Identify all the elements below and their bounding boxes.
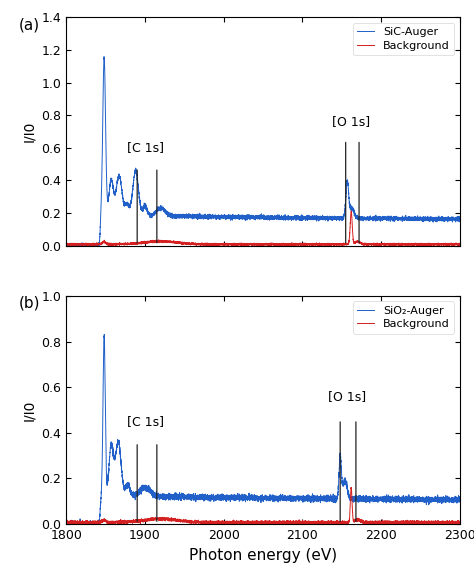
SiO₂-Auger <box>64 521 69 528</box>
Background <box>376 518 382 525</box>
SiO₂-Auger <box>296 495 302 502</box>
SiC-Auger <box>101 53 107 60</box>
Text: [O 1s]: [O 1s] <box>332 115 370 128</box>
Background <box>84 242 90 249</box>
Background <box>72 521 78 528</box>
Line: Background: Background <box>66 211 460 245</box>
Background <box>64 520 69 526</box>
Background <box>457 520 463 527</box>
SiC-Auger <box>376 215 382 222</box>
Text: [O 1s]: [O 1s] <box>328 390 366 403</box>
Line: SiC-Auger: SiC-Auger <box>66 56 460 245</box>
Background <box>206 518 212 525</box>
Background <box>356 516 361 522</box>
Background <box>376 241 382 248</box>
SiC-Auger <box>64 241 69 248</box>
SiO₂-Auger <box>314 496 319 503</box>
Background <box>348 207 354 214</box>
SiO₂-Auger <box>83 521 89 528</box>
Legend: SiC-Auger, Background: SiC-Auger, Background <box>353 23 454 55</box>
SiO₂-Auger <box>206 494 212 501</box>
Background <box>83 241 89 248</box>
Background <box>64 241 69 248</box>
Background <box>83 519 89 526</box>
Text: (b): (b) <box>19 296 41 311</box>
Background <box>348 484 354 491</box>
SiC-Auger <box>83 242 89 249</box>
Line: Background: Background <box>66 488 460 524</box>
Background <box>356 238 361 245</box>
SiC-Auger <box>64 242 69 249</box>
Background <box>296 240 302 247</box>
Background <box>313 240 319 247</box>
SiC-Auger <box>356 215 361 222</box>
SiO₂-Auger <box>376 496 382 503</box>
Text: (a): (a) <box>19 17 40 32</box>
SiO₂-Auger <box>356 496 361 503</box>
Background <box>206 241 212 248</box>
Text: [C 1s]: [C 1s] <box>127 141 164 154</box>
Text: [C 1s]: [C 1s] <box>127 415 164 429</box>
Y-axis label: I/I0: I/I0 <box>22 399 36 420</box>
SiC-Auger <box>206 213 212 220</box>
SiO₂-Auger <box>457 499 463 506</box>
Background <box>313 520 319 526</box>
Y-axis label: I/I0: I/I0 <box>22 121 36 142</box>
SiO₂-Auger <box>101 331 107 338</box>
SiC-Auger <box>314 215 319 222</box>
Background <box>296 521 302 528</box>
SiC-Auger <box>296 214 302 221</box>
X-axis label: Photon energy (eV): Photon energy (eV) <box>189 548 337 563</box>
SiO₂-Auger <box>64 520 69 527</box>
Background <box>457 241 463 248</box>
Line: SiO₂-Auger: SiO₂-Auger <box>66 335 460 524</box>
SiC-Auger <box>457 215 463 222</box>
Legend: SiO₂-Auger, Background: SiO₂-Auger, Background <box>353 301 454 334</box>
